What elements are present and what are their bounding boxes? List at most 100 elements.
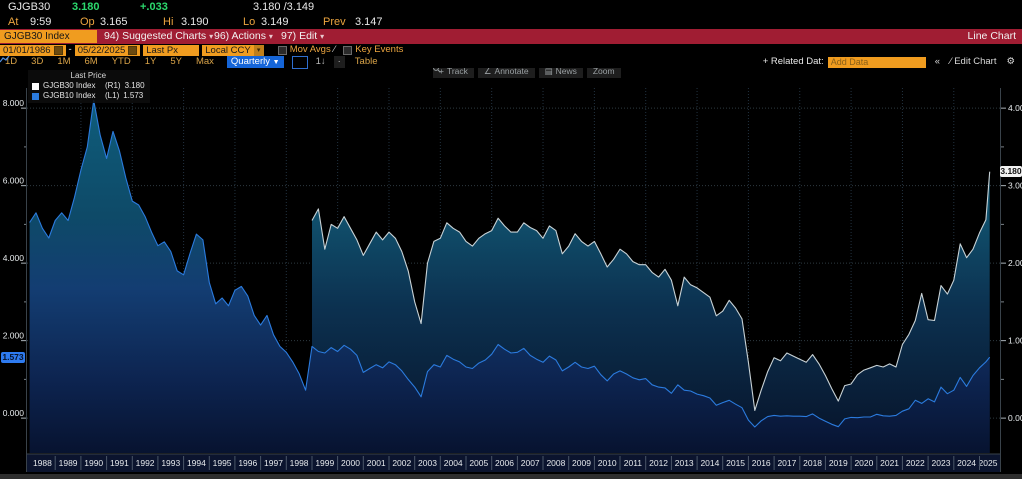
x-axis-year-label: 1999 bbox=[315, 458, 334, 468]
currency-select[interactable]: Local CCY bbox=[202, 44, 254, 56]
x-axis-year-label: 2019 bbox=[829, 458, 848, 468]
svg-text:2.000: 2.000 bbox=[3, 331, 25, 341]
x-axis-year-label: 2009 bbox=[572, 458, 591, 468]
x-axis-year-label: 1992 bbox=[136, 458, 155, 468]
key-events-label[interactable]: Key Events bbox=[355, 44, 404, 55]
x-axis-year-label: 1990 bbox=[84, 458, 103, 468]
x-axis-year-label: 1998 bbox=[290, 458, 309, 468]
svg-text:0.000: 0.000 bbox=[1008, 413, 1022, 423]
edit-chart-button[interactable]: ∕ Edit Chart bbox=[949, 56, 997, 67]
legend-chip bbox=[32, 92, 39, 100]
x-axis-year-label: 2008 bbox=[546, 458, 565, 468]
date-range-separator: - bbox=[68, 44, 72, 55]
x-axis-year-label: 1996 bbox=[238, 458, 257, 468]
series-line-gjgb30 bbox=[311, 171, 991, 411]
currency-dropdown-icon[interactable]: ▾ bbox=[253, 44, 264, 56]
last-price-badge-left: 1.573 bbox=[1, 351, 25, 363]
period-max[interactable]: Max bbox=[195, 56, 214, 67]
sort-button[interactable]: 1↓ bbox=[315, 56, 326, 67]
chevron-down-icon: ▾ bbox=[209, 32, 214, 41]
svg-text:4.000: 4.000 bbox=[3, 253, 25, 263]
low-value: 3.149 bbox=[261, 16, 289, 28]
news-icon: ▤ bbox=[544, 66, 553, 76]
x-axis-year-label: 1989 bbox=[59, 458, 78, 468]
x-axis-year-label: 2025 bbox=[979, 458, 998, 468]
menu-edit[interactable]: 97) Edit ▾ bbox=[281, 30, 325, 42]
bottom-edge-bar bbox=[0, 474, 1022, 479]
x-axis-year-label: 1988 bbox=[33, 458, 52, 468]
legend-item-gjgb30[interactable]: GJGB30 Index (R1) 3.180 bbox=[32, 81, 145, 91]
key-events-checkbox[interactable] bbox=[343, 45, 353, 55]
price-field-select[interactable]: Last Px bbox=[143, 44, 200, 56]
svg-text:8.000: 8.000 bbox=[3, 98, 25, 108]
x-axis-year-label: 2002 bbox=[392, 458, 411, 468]
x-axis-year-label: 2021 bbox=[880, 458, 899, 468]
period-3d[interactable]: 3D bbox=[31, 56, 44, 67]
period-1m[interactable]: 1M bbox=[57, 56, 71, 67]
track-button[interactable]: + Track bbox=[433, 65, 474, 78]
x-axis-year-label: 2013 bbox=[675, 458, 694, 468]
x-axis-year-label: 2024 bbox=[957, 458, 976, 468]
mov-avgs-label[interactable]: Mov Avgs bbox=[289, 44, 331, 55]
gear-icon[interactable]: ⚙ bbox=[1006, 56, 1015, 67]
chart-legend: Last Price GJGB30 Index (R1) 3.180 GJGB1… bbox=[28, 70, 150, 103]
chart-controls-row: 01/01/1986 - 05/22/2025 Last Px Local CC… bbox=[0, 44, 1022, 56]
annotate-button[interactable]: ∠ Annotate bbox=[477, 65, 535, 78]
calendar-icon bbox=[128, 45, 138, 55]
date-from-input[interactable]: 01/01/1986 bbox=[0, 44, 66, 56]
ohlc-row: At 9:59 Op 3.165 Hi 3.190 Lo 3.149 Prev … bbox=[0, 15, 1022, 30]
legend-item-gjgb10[interactable]: GJGB10 Index (L1) 1.573 bbox=[32, 91, 145, 101]
x-axis-year-label: 2010 bbox=[598, 458, 617, 468]
x-axis-year-label: 2004 bbox=[444, 458, 463, 468]
news-button[interactable]: ▤ News bbox=[538, 65, 583, 78]
low-label: Lo bbox=[243, 16, 256, 28]
menu-bar: GJGB30 Index 94) Suggested Charts ▾ 96) … bbox=[0, 29, 1022, 44]
chart-tools: + Track ∠ Annotate ▤ News Zoom bbox=[433, 65, 621, 78]
left-axis: 0.000 2.000 4.000 6.000 8.000 bbox=[3, 98, 26, 419]
x-axis-year-label: 2018 bbox=[803, 458, 822, 468]
menu-actions[interactable]: 96) Actions ▾ bbox=[214, 30, 273, 42]
plus-icon: + bbox=[439, 66, 444, 76]
x-axis-year-label: 2016 bbox=[752, 458, 771, 468]
svg-text:0.000: 0.000 bbox=[3, 408, 25, 418]
period-5y[interactable]: 5Y bbox=[170, 56, 182, 67]
x-axis-year-label: 2012 bbox=[649, 458, 668, 468]
high-label: Hi bbox=[163, 16, 174, 28]
frequency-select[interactable]: Quarterly ▼ bbox=[226, 56, 284, 68]
mov-avgs-checkbox[interactable] bbox=[277, 45, 287, 55]
svg-text:6.000: 6.000 bbox=[3, 176, 25, 186]
menu-suggested-charts[interactable]: 94) Suggested Charts ▾ bbox=[104, 30, 214, 42]
period-6m[interactable]: 6M bbox=[84, 56, 98, 67]
security-input[interactable]: GJGB30 Index bbox=[0, 30, 97, 43]
collapse-panel-button[interactable]: « bbox=[934, 56, 940, 67]
add-data-input[interactable] bbox=[827, 56, 926, 68]
prev-value: 3.147 bbox=[355, 16, 383, 28]
last-price-badge-right: 3.180 bbox=[1000, 166, 1022, 178]
price-change: +.033 bbox=[140, 1, 168, 13]
period-1y[interactable]: 1Y bbox=[144, 56, 157, 67]
period-ytd[interactable]: YTD bbox=[111, 56, 131, 67]
chevron-down-icon: ▾ bbox=[320, 32, 325, 41]
svg-text:1.000: 1.000 bbox=[1008, 336, 1022, 346]
security-summary-row: GJGB30 3.180 +.033 3.180 /3.149 bbox=[0, 0, 1022, 15]
x-axis-year-label: 2020 bbox=[854, 458, 873, 468]
related-data-group: + Related Dat: « ∕ Edit Chart ⚙ bbox=[763, 56, 1020, 68]
x-axis-year-label: 1991 bbox=[110, 458, 129, 468]
prev-label: Prev bbox=[323, 16, 346, 28]
x-axis-year-label: 1994 bbox=[187, 458, 206, 468]
open-label: Op bbox=[80, 16, 95, 28]
chevron-down-icon: ▼ bbox=[272, 59, 280, 66]
open-value: 3.165 bbox=[100, 16, 128, 28]
chevron-down-icon: ▾ bbox=[268, 32, 273, 41]
date-to-input[interactable]: 05/22/2025 bbox=[74, 44, 141, 56]
last-price: 3.180 bbox=[72, 1, 100, 13]
table-button[interactable]: Table bbox=[354, 56, 378, 67]
related-data-label: + Related Dat: bbox=[762, 56, 824, 67]
period-1d[interactable]: 1D bbox=[5, 56, 18, 67]
chart-type-button[interactable] bbox=[0, 55, 308, 69]
pencil-icon[interactable]: ∕ bbox=[333, 44, 336, 55]
more-options-button[interactable]: · bbox=[333, 56, 345, 68]
plot-border bbox=[26, 88, 1001, 472]
